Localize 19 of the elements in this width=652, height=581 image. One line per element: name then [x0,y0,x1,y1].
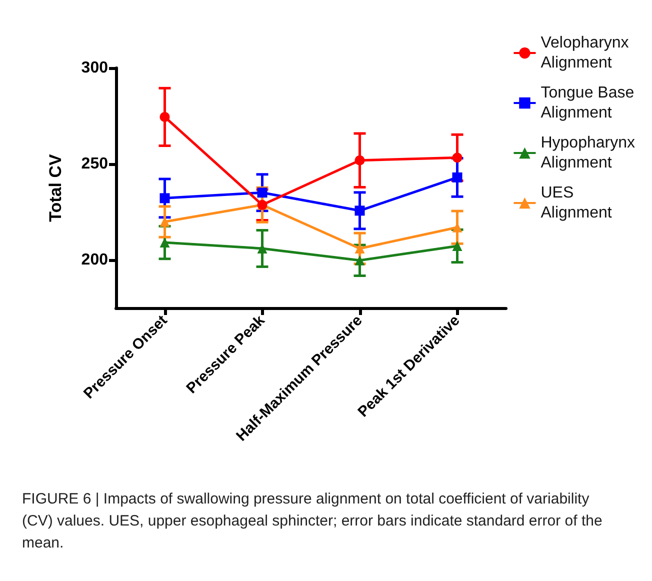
caption: FIGURE 6 | Impacts of swallowing pressure alignment on total coefficient of variability (CV) values. UES, upper esophageal sphincter; error bars indicate standard error of the mean. [22,490,606,552]
point [160,112,170,122]
point [452,152,462,163]
point [354,206,365,216]
legend-label: Hypopharynx Alignment [540,134,636,172]
y-tick-label: 200 [81,252,108,268]
legend-label: Tongue Base Alignment [540,84,634,122]
y-axis-title: Total CV [46,154,65,222]
y-tick-label: 300 [81,60,108,76]
point [354,255,365,266]
point [354,155,365,166]
point [160,193,170,204]
point [452,240,462,251]
legend-label: UES Alignment [540,184,612,222]
point [452,172,462,182]
legend-label: Velopharynx Alignment [540,34,629,72]
point [160,238,170,248]
y-tick-label: 250 [81,156,108,172]
point [257,188,268,198]
